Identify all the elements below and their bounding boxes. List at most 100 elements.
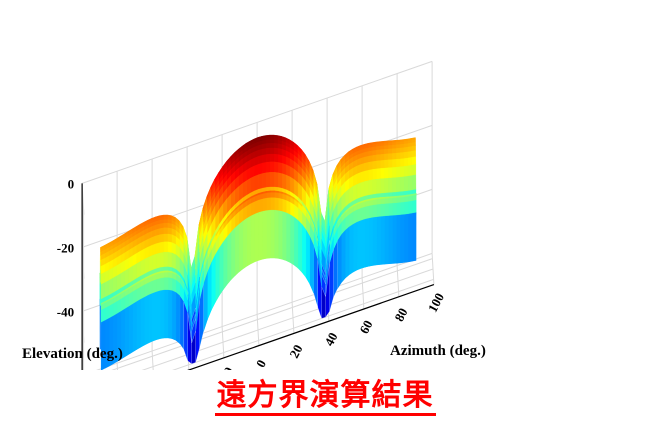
surface-patch: [376, 203, 381, 217]
gridline: [141, 268, 434, 370]
surface-patch: [399, 166, 405, 178]
surface-patch: [151, 253, 157, 271]
surface-patch: [250, 213, 255, 265]
surface-patch: [392, 196, 397, 198]
surface-patch: [380, 196, 386, 199]
surface-patch: [293, 216, 299, 269]
surface-patch: [384, 159, 389, 169]
surface-patch: [270, 190, 275, 193]
surface-patch: [164, 270, 169, 273]
surface-patch: [376, 216, 381, 266]
surface-patch: [266, 161, 271, 173]
surface-patch: [281, 162, 287, 176]
surface-patch: [266, 192, 271, 198]
surface-patch: [384, 148, 389, 155]
surface-patch: [144, 294, 149, 346]
surface-patch: [159, 223, 164, 229]
surface-patch: [380, 160, 385, 169]
surface-patch: [147, 244, 153, 258]
surface-patch: [400, 201, 405, 215]
surface-patch: [400, 195, 405, 198]
surface-patch: [408, 195, 413, 202]
surface-patch: [372, 146, 377, 151]
azimuth-tick-label: 100: [425, 290, 447, 314]
surface-patch: [262, 172, 267, 189]
surface-patch: [376, 168, 381, 180]
surface-patch: [274, 192, 279, 199]
surface-patch: [163, 289, 169, 339]
surface-patch: [116, 273, 121, 291]
surface-patch: [286, 212, 291, 263]
surface-patch: [407, 157, 413, 167]
surface-patch: [392, 197, 397, 204]
surface-patch: [266, 209, 271, 259]
surface-patch: [258, 162, 263, 175]
surface-patch: [159, 233, 165, 243]
surface-patch: [242, 217, 247, 270]
surface-patch: [270, 209, 275, 259]
surface-patch: [167, 222, 172, 229]
surface-patch: [380, 145, 385, 150]
surface-patch: [388, 197, 393, 204]
surface-patch: [388, 196, 393, 199]
surface-patch: [392, 202, 397, 216]
surface-patch: [387, 148, 393, 154]
surface-patch: [234, 223, 240, 277]
surface-patch: [380, 215, 385, 265]
surface-patch: [262, 197, 267, 212]
surface-patch: [277, 154, 283, 164]
surface-patch: [392, 214, 397, 264]
surface-patch: [349, 223, 354, 275]
surface-patch: [388, 202, 393, 216]
surface-patch: [159, 241, 165, 254]
caption: 遠方界演算結果: [0, 370, 650, 416]
azimuth-tick-label: 80: [391, 305, 410, 324]
surface-patch: [411, 145, 416, 152]
surface-patch: [372, 216, 377, 266]
surface-patch: [309, 235, 314, 294]
surface-patch: [163, 252, 169, 268]
surface-patch: [266, 197, 271, 211]
surface-patch: [384, 203, 389, 217]
surface-patch: [360, 163, 365, 173]
surface-patch: [404, 201, 409, 215]
surface-patch: [167, 241, 172, 254]
surface-patch: [376, 198, 381, 205]
surface-patch: [384, 167, 389, 179]
surface-patch: [152, 278, 157, 294]
surface-patch: [364, 217, 370, 268]
surface-patch: [396, 214, 401, 264]
surface-patch: [376, 146, 381, 151]
far-field-surface: [99, 134, 417, 370]
surface-patch: [337, 233, 342, 290]
surface-patch: [391, 144, 397, 149]
surface-patch: [269, 135, 274, 138]
surface-patch: [372, 204, 377, 218]
surface-patch: [163, 222, 168, 229]
azimuth-tick-label: 20: [286, 342, 305, 361]
surface-patch: [262, 210, 267, 260]
surface-patch: [163, 241, 169, 253]
surface-patch: [395, 158, 401, 168]
surface-patch: [376, 154, 381, 162]
surface-patch: [151, 243, 157, 256]
surface-patch: [270, 172, 275, 188]
azimuth-tick-label: 0: [253, 357, 269, 370]
surface-patch: [140, 259, 145, 277]
surface-patch: [270, 161, 275, 173]
surface-patch: [391, 148, 397, 154]
azimuth-axis-label: Azimuth (deg.): [390, 343, 486, 359]
surface-patch: [368, 150, 373, 157]
surface-patch: [101, 307, 106, 323]
surface-patch: [408, 200, 413, 214]
surface-patch: [404, 213, 409, 263]
surface-patch: [407, 151, 413, 159]
z-tick-label: -20: [57, 240, 74, 255]
surface-patch: [261, 143, 267, 150]
surface-patch: [171, 242, 176, 255]
surface-patch: [152, 291, 157, 342]
surface-patch: [400, 214, 405, 264]
surface-patch: [274, 197, 279, 211]
gridline: [111, 258, 433, 370]
surface-patch: [388, 153, 393, 161]
